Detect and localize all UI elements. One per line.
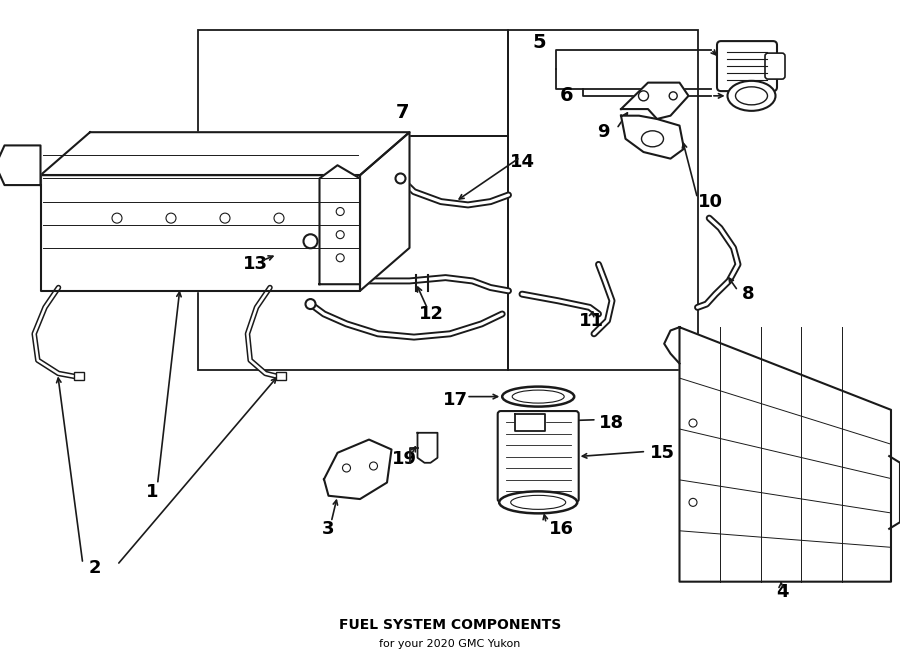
Polygon shape [40, 132, 410, 175]
FancyBboxPatch shape [765, 53, 785, 79]
Text: 4: 4 [776, 582, 788, 601]
Text: 18: 18 [598, 414, 624, 432]
FancyBboxPatch shape [717, 41, 777, 91]
Polygon shape [680, 327, 891, 582]
Bar [198, 30, 508, 136]
Bar [198, 136, 508, 370]
Polygon shape [324, 440, 392, 499]
Text: 7: 7 [396, 103, 410, 122]
Ellipse shape [502, 387, 574, 407]
Text: for your 2020 GMC Yukon: for your 2020 GMC Yukon [379, 639, 521, 650]
Ellipse shape [500, 491, 577, 514]
Circle shape [370, 462, 377, 470]
Text: 11: 11 [579, 311, 604, 330]
Polygon shape [0, 145, 40, 185]
Circle shape [337, 254, 344, 262]
Text: 8: 8 [742, 285, 754, 303]
Text: 12: 12 [418, 305, 444, 323]
Circle shape [670, 92, 677, 100]
Circle shape [220, 213, 230, 223]
Bar [508, 30, 698, 370]
Polygon shape [621, 83, 688, 119]
Polygon shape [40, 175, 360, 291]
FancyBboxPatch shape [498, 411, 579, 502]
Circle shape [395, 173, 406, 184]
Text: 1: 1 [146, 483, 158, 502]
Text: 14: 14 [510, 153, 536, 171]
Text: FUEL SYSTEM COMPONENTS: FUEL SYSTEM COMPONENTS [339, 617, 561, 632]
Text: 17: 17 [443, 391, 468, 409]
Circle shape [689, 498, 697, 506]
Polygon shape [621, 116, 684, 159]
Circle shape [343, 464, 350, 472]
Ellipse shape [735, 87, 768, 105]
Text: 9: 9 [597, 123, 609, 141]
Circle shape [112, 213, 122, 223]
Ellipse shape [727, 81, 776, 111]
Polygon shape [418, 433, 437, 463]
Text: 13: 13 [243, 255, 268, 274]
Ellipse shape [510, 495, 566, 510]
Polygon shape [360, 132, 410, 291]
Text: 3: 3 [322, 520, 335, 538]
Circle shape [689, 419, 697, 427]
Text: 19: 19 [392, 450, 417, 469]
Text: 15: 15 [650, 444, 675, 462]
Ellipse shape [642, 131, 663, 147]
Circle shape [638, 91, 649, 101]
Circle shape [337, 231, 344, 239]
Text: 6: 6 [560, 87, 573, 105]
Text: 10: 10 [698, 192, 723, 211]
Ellipse shape [512, 390, 564, 403]
Text: 5: 5 [533, 34, 546, 52]
Text: 2: 2 [88, 559, 101, 578]
Polygon shape [320, 165, 360, 284]
Circle shape [303, 234, 318, 249]
Polygon shape [515, 414, 545, 432]
Bar [74, 372, 84, 380]
Circle shape [337, 208, 344, 215]
Circle shape [274, 213, 284, 223]
Circle shape [305, 299, 316, 309]
Bar [276, 372, 286, 380]
Circle shape [166, 213, 176, 223]
Text: 16: 16 [549, 520, 574, 538]
